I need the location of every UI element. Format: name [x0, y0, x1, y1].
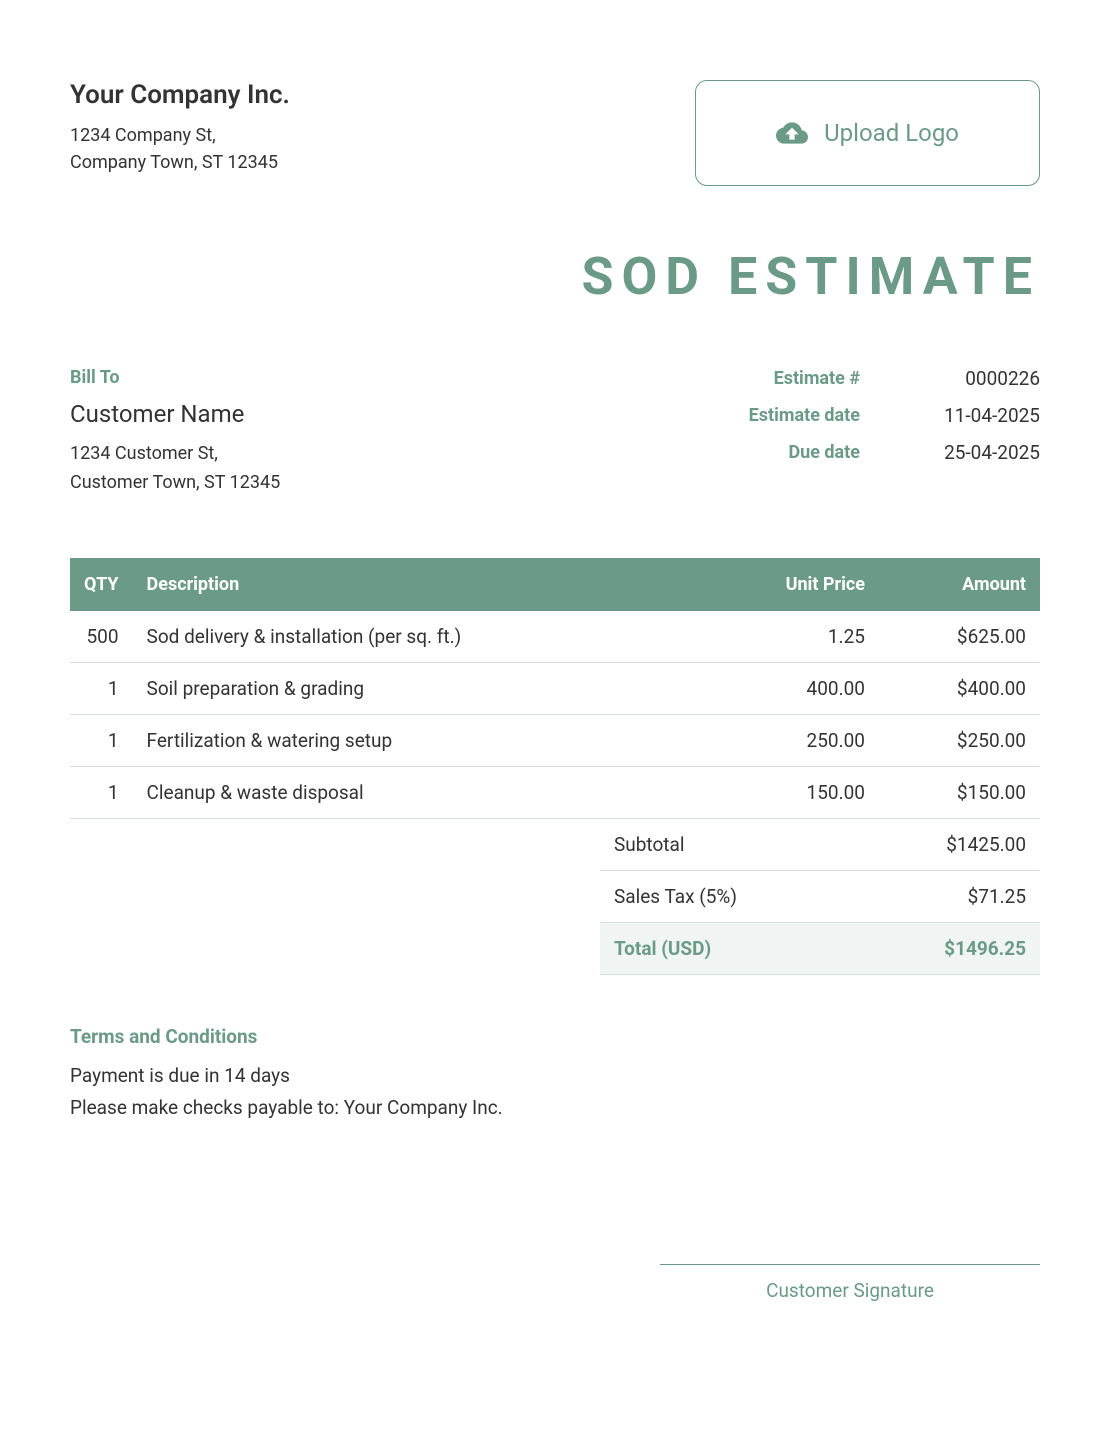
- totals-section: Subtotal $1425.00 Sales Tax (5%) $71.25 …: [70, 819, 1040, 975]
- table-row: 1Fertilization & watering setup250.00$25…: [70, 714, 1040, 766]
- table-cell-unit_price: 150.00: [701, 766, 879, 818]
- description-header: Description: [133, 558, 701, 611]
- table-cell-amount: $625.00: [879, 611, 1040, 663]
- due-date-value: 25-04-2025: [920, 441, 1040, 464]
- total-label: Total (USD): [614, 937, 711, 960]
- table-cell-description: Sod delivery & installation (per sq. ft.…: [133, 611, 701, 663]
- terms-line1: Payment is due in 14 days: [70, 1060, 1040, 1092]
- estimate-number-label: Estimate #: [774, 368, 860, 389]
- subtotal-value: $1425.00: [946, 833, 1026, 856]
- items-table: QTY Description Unit Price Amount 500Sod…: [70, 558, 1040, 819]
- estimate-details: Estimate # 0000226 Estimate date 11-04-2…: [749, 367, 1040, 498]
- qty-header: QTY: [70, 558, 133, 611]
- customer-address: 1234 Customer St, Customer Town, ST 1234…: [70, 440, 749, 498]
- estimate-date-label: Estimate date: [749, 405, 860, 426]
- company-name: Your Company Inc.: [70, 80, 695, 110]
- table-cell-qty: 500: [70, 611, 133, 663]
- subtotal-row: Subtotal $1425.00: [600, 819, 1040, 871]
- upload-logo-label: Upload Logo: [824, 119, 959, 147]
- company-address: 1234 Company St, Company Town, ST 12345: [70, 122, 695, 176]
- bill-to-label: Bill To: [70, 367, 749, 388]
- tax-label: Sales Tax (5%): [614, 885, 737, 908]
- terms-label: Terms and Conditions: [70, 1025, 1040, 1048]
- table-cell-description: Soil preparation & grading: [133, 662, 701, 714]
- table-row: 500Sod delivery & installation (per sq. …: [70, 611, 1040, 663]
- table-cell-unit_price: 400.00: [701, 662, 879, 714]
- total-value: $1496.25: [944, 937, 1026, 960]
- table-cell-qty: 1: [70, 662, 133, 714]
- due-date-row: Due date 25-04-2025: [749, 441, 1040, 464]
- estimate-number-row: Estimate # 0000226: [749, 367, 1040, 390]
- table-cell-description: Fertilization & watering setup: [133, 714, 701, 766]
- total-row: Total (USD) $1496.25: [600, 923, 1040, 975]
- company-address-line2: Company Town, ST 12345: [70, 149, 695, 176]
- table-cell-amount: $400.00: [879, 662, 1040, 714]
- table-cell-description: Cleanup & waste disposal: [133, 766, 701, 818]
- bill-to-section: Bill To Customer Name 1234 Customer St, …: [70, 367, 749, 498]
- table-cell-qty: 1: [70, 766, 133, 818]
- table-cell-unit_price: 250.00: [701, 714, 879, 766]
- customer-name: Customer Name: [70, 400, 749, 428]
- table-cell-amount: $250.00: [879, 714, 1040, 766]
- amount-header: Amount: [879, 558, 1040, 611]
- terms-section: Terms and Conditions Payment is due in 1…: [70, 1025, 1040, 1125]
- info-section: Bill To Customer Name 1234 Customer St, …: [70, 367, 1040, 498]
- customer-address-line1: 1234 Customer St,: [70, 440, 749, 469]
- signature-box: Customer Signature: [660, 1264, 1040, 1302]
- unit-price-header: Unit Price: [701, 558, 879, 611]
- company-address-line1: 1234 Company St,: [70, 122, 695, 149]
- estimate-number-value: 0000226: [920, 367, 1040, 390]
- table-row: 1Cleanup & waste disposal150.00$150.00: [70, 766, 1040, 818]
- table-cell-amount: $150.00: [879, 766, 1040, 818]
- signature-label: Customer Signature: [660, 1279, 1040, 1302]
- due-date-label: Due date: [788, 442, 860, 463]
- company-info: Your Company Inc. 1234 Company St, Compa…: [70, 80, 695, 176]
- header: Your Company Inc. 1234 Company St, Compa…: [70, 80, 1040, 186]
- cloud-upload-icon: [776, 117, 808, 149]
- totals-table: Subtotal $1425.00 Sales Tax (5%) $71.25 …: [600, 819, 1040, 975]
- tax-value: $71.25: [968, 885, 1026, 908]
- terms-text: Payment is due in 14 days Please make ch…: [70, 1060, 1040, 1125]
- subtotal-label: Subtotal: [614, 833, 684, 856]
- table-header-row: QTY Description Unit Price Amount: [70, 558, 1040, 611]
- tax-row: Sales Tax (5%) $71.25: [600, 871, 1040, 923]
- estimate-date-value: 11-04-2025: [920, 404, 1040, 427]
- table-cell-unit_price: 1.25: [701, 611, 879, 663]
- customer-address-line2: Customer Town, ST 12345: [70, 469, 749, 498]
- document-title: SOD ESTIMATE: [70, 246, 1040, 307]
- table-cell-qty: 1: [70, 714, 133, 766]
- table-row: 1Soil preparation & grading400.00$400.00: [70, 662, 1040, 714]
- terms-line2: Please make checks payable to: Your Comp…: [70, 1092, 1040, 1124]
- upload-logo-button[interactable]: Upload Logo: [695, 80, 1040, 186]
- estimate-date-row: Estimate date 11-04-2025: [749, 404, 1040, 427]
- signature-section: Customer Signature: [70, 1264, 1040, 1302]
